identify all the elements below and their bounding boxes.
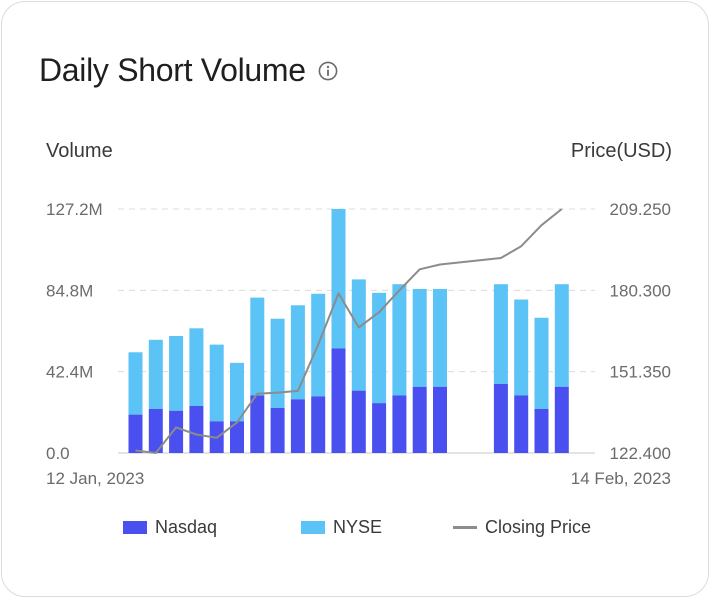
nyse-bar (372, 292, 387, 404)
nyse-bar (250, 297, 265, 396)
nasdaq-bar (412, 386, 427, 453)
left-tick-label: 84.8M (46, 281, 93, 300)
nyse-bar (554, 284, 569, 387)
nyse-bar (270, 318, 285, 408)
nasdaq-bar (270, 407, 285, 453)
nyse-bar (209, 344, 224, 422)
nasdaq-bar (514, 395, 529, 453)
nasdaq-swatch (123, 521, 147, 534)
nyse-bar (392, 284, 407, 396)
nasdaq-bar (493, 383, 508, 453)
right-tick-label: 122.400 (610, 444, 671, 463)
left-tick-label: 0.0 (46, 444, 70, 463)
x-start-date: 12 Jan, 2023 (46, 469, 145, 488)
legend-item-closing-price[interactable]: Closing Price (453, 517, 591, 538)
nyse-bar (128, 352, 143, 415)
legend: Nasdaq NYSE Closing Price (0, 517, 712, 541)
legend-label-closing-price: Closing Price (485, 517, 592, 537)
nasdaq-bar (331, 348, 346, 453)
nasdaq-bar (230, 421, 244, 453)
right-tick-label: 180.300 (610, 281, 671, 300)
nyse-bar (148, 339, 163, 409)
legend-label-nyse: NYSE (333, 517, 383, 537)
nyse-swatch (301, 521, 325, 534)
nyse-bar (433, 288, 447, 387)
closing-price-line (135, 208, 563, 454)
nasdaq-bar (148, 408, 163, 453)
nyse-bar (493, 284, 508, 384)
left-axis-title: Volume (46, 140, 113, 162)
nasdaq-bar (128, 414, 143, 453)
nasdaq-bar (554, 386, 569, 453)
nasdaq-bar (169, 410, 184, 453)
nyse-bar (514, 299, 529, 396)
nasdaq-bar (311, 396, 326, 453)
nyse-bar (290, 305, 305, 400)
title-row: Daily Short Volume (39, 52, 338, 89)
closing-price-swatch (453, 526, 477, 529)
nyse-bar (412, 288, 427, 387)
left-tick-label: 127.2M (46, 200, 103, 219)
nyse-bar (189, 328, 204, 407)
nyse-bar (331, 209, 346, 349)
legend-item-nyse[interactable]: NYSE (301, 517, 382, 538)
x-end-date: 14 Feb, 2023 (570, 469, 671, 488)
nasdaq-bar (290, 399, 305, 453)
chart-title: Daily Short Volume (39, 52, 306, 88)
info-icon[interactable] (318, 61, 338, 81)
nyse-bar (169, 335, 184, 411)
nasdaq-bar (189, 406, 204, 453)
nasdaq-bar (534, 408, 549, 453)
nyse-bar (351, 279, 366, 391)
left-tick-label: 42.4M (46, 363, 93, 382)
right-tick-label: 209.250 (610, 200, 671, 219)
nyse-bar (534, 317, 549, 409)
nasdaq-bar (433, 386, 447, 453)
legend-item-nasdaq[interactable]: Nasdaq (123, 517, 217, 538)
nasdaq-bar (250, 395, 265, 453)
nasdaq-bar (372, 403, 387, 453)
legend-label-nasdaq: Nasdaq (155, 517, 218, 537)
nasdaq-bar (392, 395, 407, 453)
nyse-bar (230, 362, 244, 422)
right-tick-label: 151.350 (610, 363, 671, 382)
right-axis-title: Price(USD) (570, 140, 672, 162)
nasdaq-bar (351, 390, 366, 453)
